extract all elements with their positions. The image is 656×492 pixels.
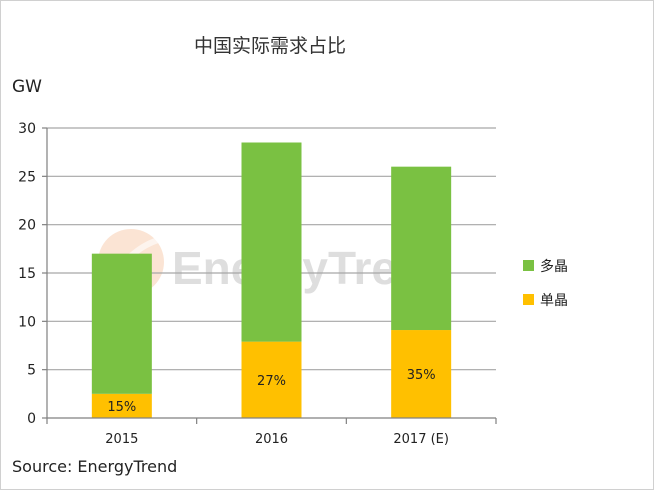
y-axis-unit: GW [12,77,42,97]
data-label: 35% [407,368,436,383]
legend-swatch [523,294,534,305]
y-tick-label: 10 [18,314,36,330]
bar-segment [391,330,452,418]
x-category-labels: 2015 2016 2017 (E) [105,432,449,447]
y-tick-label: 20 [18,218,36,234]
source-note: Source: EnergyTrend [12,457,177,476]
legend-label: 多晶 [540,258,568,275]
bar-segment [391,166,452,331]
y-tick-label: 15 [18,266,36,282]
bar-segment [91,393,152,418]
y-tick-label: 30 [18,121,36,137]
y-tick-labels: 0 5 10 15 20 25 30 [18,121,36,427]
y-tick-label: 0 [27,411,36,427]
bars [91,142,452,418]
legend-label: 单晶 [540,293,568,309]
bar-segment [91,253,152,394]
data-label: 15% [107,400,136,415]
legend-swatch [523,260,534,271]
x-category-label: 2015 [105,432,138,447]
x-category-label: 2017 (E) [393,432,449,447]
chart-title: 中国实际需求占比 [194,35,346,57]
axes [42,127,497,424]
data-labels: 15% 27% 35% [107,368,435,415]
bar-segment [241,341,302,418]
y-tick-label: 25 [18,169,36,185]
x-category-label: 2016 [255,432,288,447]
data-label: 27% [257,374,286,389]
bar-segment [241,142,302,342]
y-tick-label: 5 [27,363,36,379]
